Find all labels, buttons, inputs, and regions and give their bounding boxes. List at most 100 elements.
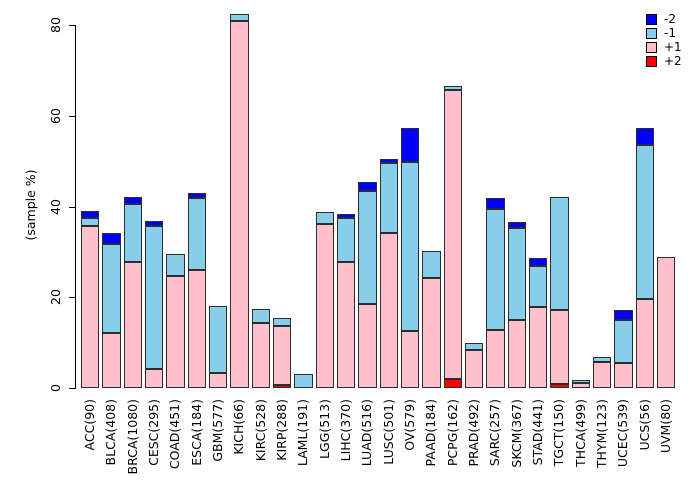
x-axis-label-LUSC: LUSC(501) xyxy=(380,399,396,465)
legend-swatch-icon xyxy=(646,13,657,25)
bar-segment-STAD--1 xyxy=(528,265,548,308)
bar-segment-STAD--2 xyxy=(528,258,548,266)
x-axis-label-THYM: THYM(123) xyxy=(594,399,610,469)
y-tick xyxy=(69,388,75,389)
bar-segment-ACC--1 xyxy=(81,218,100,227)
x-axis-label-UCS: UCS(56) xyxy=(636,399,652,451)
x-axis-label-ESCA: ESCA(184) xyxy=(188,399,204,466)
x-axis-label-UCEC: UCEC(539) xyxy=(615,399,631,468)
bar-segment-LUAD--1 xyxy=(358,190,377,305)
bar-segment-UCS--2 xyxy=(635,128,654,145)
bar-segment-OV--1 xyxy=(400,162,420,331)
bar-segment-KIRC-+1 xyxy=(251,322,270,388)
x-axis-label-LAML: LAML(191) xyxy=(295,399,311,467)
bar-segment-BRCA--1 xyxy=(123,204,142,263)
x-axis-label-UVM: UVM(80) xyxy=(658,399,674,454)
bar-segment-ESCA-+1 xyxy=(187,269,206,388)
bar-segment-UCEC-+1 xyxy=(614,363,633,388)
bar-segment-ESCA--2 xyxy=(187,193,206,199)
x-axis-label-SKCM: SKCM(367) xyxy=(508,399,524,468)
legend-label: +1 xyxy=(664,40,682,54)
x-axis-label-CESC: CESC(295) xyxy=(146,399,162,466)
bar-segment-PAAD-+1 xyxy=(422,278,441,388)
bar-segment-ACC-+1 xyxy=(81,226,100,388)
bar-segment-KIRC--1 xyxy=(251,308,270,323)
bar-segment-LGG--1 xyxy=(315,211,334,224)
bar-segment-KICH--1 xyxy=(230,14,249,22)
bar-segment-UVM-+1 xyxy=(656,257,676,388)
legend-item-+1: +1 xyxy=(646,40,682,54)
legend-swatch-icon xyxy=(646,55,657,67)
x-axis-label-PRAD: PRAD(492) xyxy=(466,399,482,467)
bar-segment-STAD-+1 xyxy=(528,307,548,388)
bar-segment-PCPG--1 xyxy=(443,85,462,90)
bar-segment-PAAD--1 xyxy=(422,250,441,279)
bar-segment-PCPG-+2 xyxy=(443,378,462,388)
x-axis-label-TGCT: TGCT(150) xyxy=(551,399,567,467)
bar-segment-LAML--1 xyxy=(294,374,313,388)
bar-segment-UCS--1 xyxy=(635,144,654,300)
x-axis-label-ACC: ACC(90) xyxy=(82,399,98,451)
x-axis-label-KIRC: KIRC(528) xyxy=(252,399,268,462)
bar-segment-LUAD-+1 xyxy=(358,304,377,388)
x-axis-label-KICH: KICH(66) xyxy=(231,399,247,455)
legend-item--2: -2 xyxy=(646,12,682,26)
bar-segment-LUSC--1 xyxy=(379,163,398,234)
x-axis-label-LUAD: LUAD(516) xyxy=(359,399,375,467)
bar-segment-CESC--2 xyxy=(144,221,164,227)
bar-segment-PRAD--1 xyxy=(464,343,484,351)
bar-segment-TGCT--1 xyxy=(550,196,569,310)
bar-segment-THCA-+1 xyxy=(571,383,590,388)
bar-segment-GBM-+1 xyxy=(208,373,228,388)
y-tick-label: 40 xyxy=(48,198,63,215)
legend: -2 -1 +1 +2 xyxy=(646,12,682,68)
bar-segment-ACC--2 xyxy=(81,211,100,219)
bar-segment-SKCM-+1 xyxy=(507,320,526,388)
bar-segment-SARC--1 xyxy=(486,209,505,330)
bar-segment-BLCA--1 xyxy=(102,244,121,333)
x-axis-label-PCPG: PCPG(162) xyxy=(444,399,460,467)
bar-segment-THYM-+1 xyxy=(592,362,612,388)
bar-segment-LUSC-+1 xyxy=(379,233,398,388)
bar-segment-OV-+1 xyxy=(400,330,420,388)
bar-segment-GBM--1 xyxy=(208,305,228,373)
x-axis-label-OV: OV(579) xyxy=(402,399,418,451)
x-axis-label-SARC: SARC(257) xyxy=(487,399,503,467)
y-tick xyxy=(69,206,75,208)
y-tick-label: 20 xyxy=(48,289,63,306)
bar-segment-COAD-+1 xyxy=(166,276,185,388)
bar-segment-TGCT-+1 xyxy=(550,309,569,384)
y-tick-label: 0 xyxy=(48,384,63,392)
bar-segment-THYM--1 xyxy=(592,357,612,363)
bar-segment-LIHC--1 xyxy=(336,217,356,263)
bar-segment-PRAD-+1 xyxy=(464,350,484,388)
y-axis-line xyxy=(75,25,76,389)
bar-segment-LGG-+1 xyxy=(315,223,334,388)
legend-label: +2 xyxy=(664,54,682,68)
bar-segment-KIRP-+1 xyxy=(272,326,292,385)
bar-segment-OV--2 xyxy=(400,127,420,163)
bar-segment-LIHC--2 xyxy=(336,214,356,218)
x-axis-label-STAD: STAD(441) xyxy=(530,399,546,466)
bar-segment-PCPG-+1 xyxy=(443,89,462,379)
bar-segment-UCEC--2 xyxy=(614,310,633,320)
bar-segment-SARC-+1 xyxy=(486,329,505,388)
bar-segment-BRCA--2 xyxy=(123,196,142,205)
bar-segment-LUSC--2 xyxy=(379,159,398,164)
bar-segment-KIRP--1 xyxy=(272,318,292,327)
bar-segment-LIHC-+1 xyxy=(336,262,356,388)
bar-segment-CESC-+1 xyxy=(144,368,164,388)
x-axis-label-BRCA: BRCA(1080) xyxy=(124,399,140,475)
bar-segment-BRCA-+1 xyxy=(123,262,142,388)
bar-segment-LUAD--2 xyxy=(358,182,377,191)
bar-segment-CESC--1 xyxy=(144,226,164,369)
x-axis-label-LGG: LGG(513) xyxy=(316,399,332,459)
bar-segment-BLCA-+1 xyxy=(102,332,121,388)
bar-segment-KICH-+1 xyxy=(230,21,249,388)
bar-segment-ESCA--1 xyxy=(187,198,206,270)
bar-segment-TGCT-+2 xyxy=(550,383,569,388)
x-axis-label-KIRP: KIRP(288) xyxy=(274,399,290,461)
x-axis-label-THCA: THCA(499) xyxy=(572,399,588,467)
legend-label: -2 xyxy=(664,12,676,26)
